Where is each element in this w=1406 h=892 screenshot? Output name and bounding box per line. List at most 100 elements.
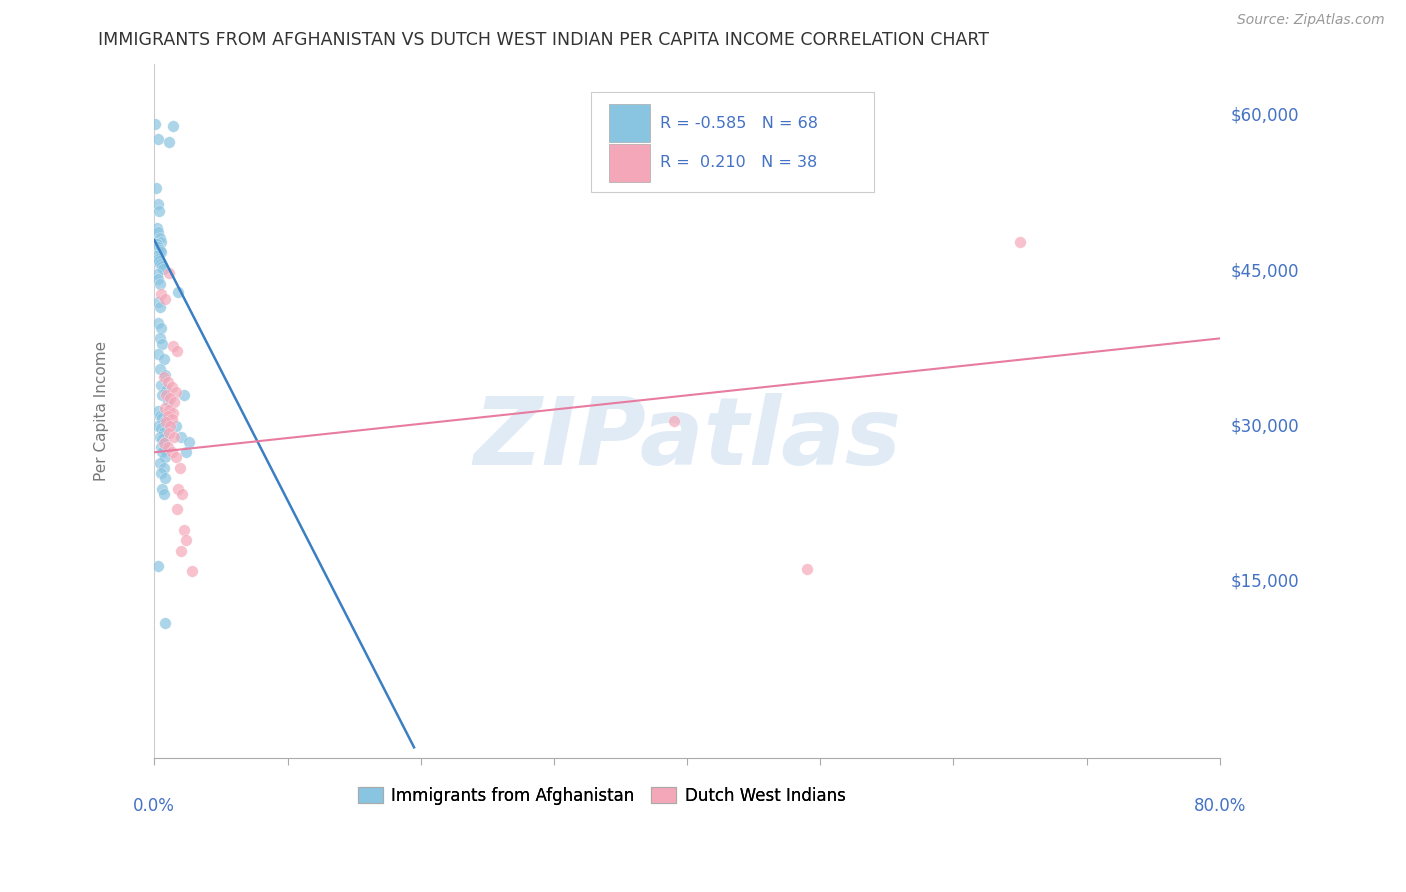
- Point: [156, 409, 179, 423]
- Point: [148, 347, 170, 361]
- Point: [173, 523, 195, 537]
- Point: [177, 434, 200, 449]
- Point: [152, 352, 174, 367]
- Point: [149, 244, 172, 258]
- Point: [153, 368, 176, 382]
- Point: [155, 388, 177, 402]
- Point: [160, 412, 183, 426]
- Point: [150, 259, 173, 273]
- Text: 0.0%: 0.0%: [134, 797, 176, 814]
- Point: [173, 388, 195, 402]
- Point: [180, 565, 202, 579]
- Point: [153, 434, 176, 449]
- Point: [162, 338, 184, 352]
- Text: $15,000: $15,000: [1232, 573, 1299, 591]
- Point: [146, 252, 169, 266]
- Point: [153, 401, 176, 415]
- Text: R =  0.210   N = 38: R = 0.210 N = 38: [661, 155, 818, 170]
- Point: [167, 285, 190, 299]
- Point: [174, 533, 197, 548]
- Point: [148, 240, 170, 254]
- Point: [160, 380, 183, 394]
- FancyBboxPatch shape: [609, 144, 650, 182]
- Point: [149, 409, 172, 423]
- Text: R = -0.585   N = 68: R = -0.585 N = 68: [661, 116, 818, 131]
- Point: [156, 375, 179, 389]
- Point: [156, 393, 179, 408]
- Point: [148, 204, 170, 219]
- Point: [662, 414, 685, 428]
- Point: [146, 220, 169, 235]
- Point: [146, 237, 169, 252]
- Point: [153, 414, 176, 428]
- Point: [170, 543, 193, 558]
- Point: [149, 378, 172, 392]
- Point: [148, 131, 170, 145]
- Point: [157, 266, 180, 280]
- Text: $30,000: $30,000: [1232, 417, 1299, 435]
- Point: [169, 460, 191, 475]
- Point: [152, 436, 174, 450]
- Point: [149, 421, 172, 435]
- FancyBboxPatch shape: [609, 104, 650, 143]
- Point: [145, 249, 167, 263]
- Point: [155, 383, 177, 397]
- Point: [150, 388, 173, 402]
- Text: IMMIGRANTS FROM AFGHANISTAN VS DUTCH WEST INDIAN PER CAPITA INCOME CORRELATION C: IMMIGRANTS FROM AFGHANISTAN VS DUTCH WES…: [98, 31, 990, 49]
- Point: [157, 135, 180, 149]
- Point: [167, 482, 190, 496]
- Point: [162, 119, 184, 133]
- Point: [149, 235, 172, 249]
- Point: [148, 272, 170, 286]
- Point: [148, 225, 170, 239]
- Point: [162, 406, 184, 420]
- Point: [148, 419, 170, 434]
- Text: Source: ZipAtlas.com: Source: ZipAtlas.com: [1237, 13, 1385, 28]
- Point: [148, 559, 170, 574]
- Point: [149, 440, 172, 454]
- Point: [149, 466, 172, 480]
- Point: [149, 321, 172, 335]
- Point: [159, 392, 181, 406]
- Point: [146, 196, 169, 211]
- Point: [146, 316, 169, 330]
- Point: [149, 456, 172, 470]
- Point: [152, 369, 174, 384]
- Point: [152, 460, 174, 475]
- Point: [152, 262, 174, 277]
- Point: [150, 482, 173, 496]
- Point: [150, 336, 173, 351]
- Point: [796, 562, 818, 576]
- Point: [149, 286, 172, 301]
- Point: [172, 486, 194, 500]
- Point: [150, 411, 173, 425]
- Text: $45,000: $45,000: [1232, 262, 1299, 280]
- Point: [166, 502, 188, 516]
- Point: [153, 292, 176, 306]
- Text: 80.0%: 80.0%: [1194, 797, 1246, 814]
- Point: [160, 445, 183, 459]
- Point: [153, 616, 176, 631]
- Point: [149, 331, 172, 345]
- Point: [1010, 235, 1032, 249]
- Point: [157, 402, 180, 417]
- Point: [153, 471, 176, 485]
- Point: [148, 253, 170, 268]
- Point: [153, 450, 176, 465]
- Point: [174, 445, 197, 459]
- Point: [170, 430, 193, 444]
- Point: [145, 181, 167, 195]
- Point: [149, 430, 172, 444]
- Point: [149, 257, 172, 271]
- Point: [149, 277, 172, 291]
- FancyBboxPatch shape: [591, 92, 873, 193]
- Point: [146, 267, 169, 281]
- Point: [156, 440, 179, 454]
- Point: [159, 419, 181, 434]
- Point: [165, 419, 187, 434]
- Point: [166, 343, 188, 358]
- Point: [152, 425, 174, 439]
- Text: Per Capita Income: Per Capita Income: [94, 341, 108, 481]
- Point: [150, 432, 173, 446]
- Text: ZIPatlas: ZIPatlas: [472, 392, 901, 484]
